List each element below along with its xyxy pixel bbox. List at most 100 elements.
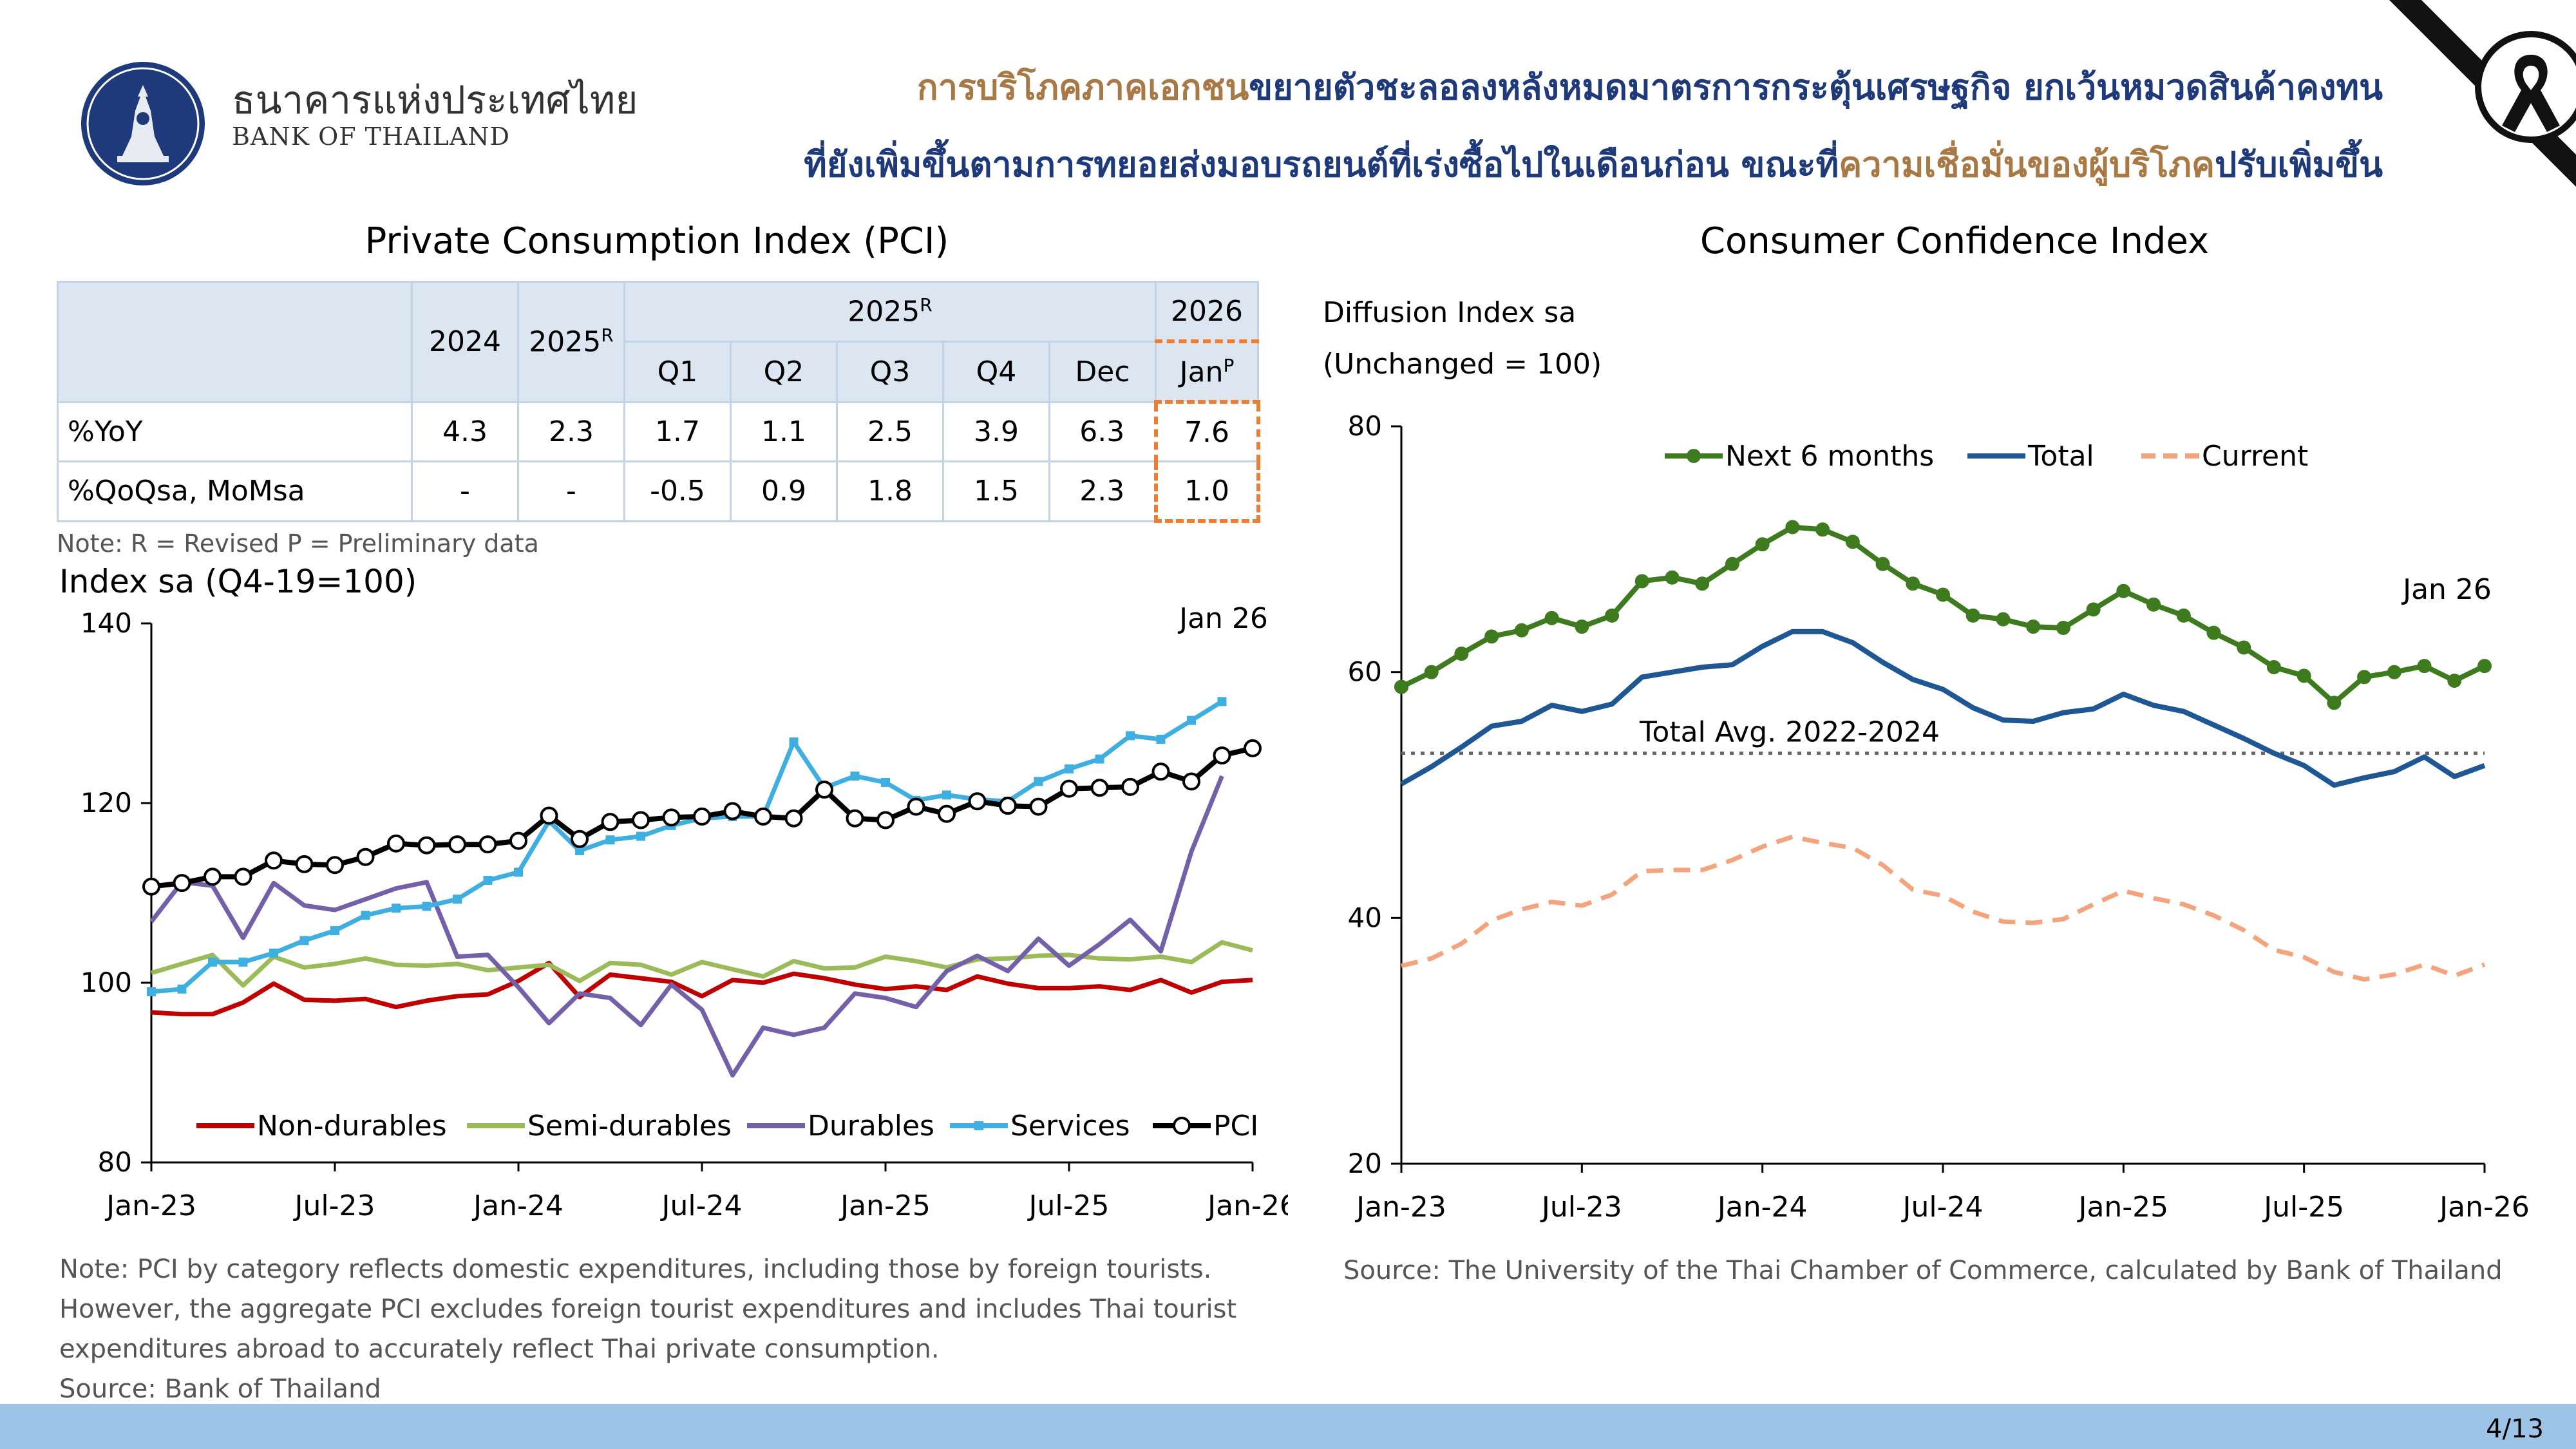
legend-label: PCI bbox=[1213, 1110, 1258, 1142]
x-tick-label: Jul-24 bbox=[660, 1189, 743, 1222]
note-line: However, the aggregate PCI excludes fore… bbox=[59, 1294, 1237, 1324]
table-note: Note: R = Revised P = Preliminary data bbox=[57, 529, 539, 558]
data-point bbox=[2056, 620, 2070, 635]
table-head-2024: 2024 bbox=[411, 281, 519, 403]
data-point bbox=[2176, 608, 2191, 623]
data-point bbox=[1151, 762, 1170, 781]
data-point bbox=[2026, 620, 2041, 634]
x-tick-label: Jan-26 bbox=[1206, 1189, 1288, 1222]
data-point bbox=[1394, 679, 1408, 694]
data-point bbox=[1034, 777, 1043, 786]
data-point bbox=[299, 936, 309, 945]
table-cell: 1.7 bbox=[623, 401, 732, 462]
data-point bbox=[784, 809, 803, 828]
table-header-row-1: 2024 2025R 2025R 2026 bbox=[57, 281, 1259, 403]
data-point bbox=[789, 737, 799, 747]
table-cell: 1.5 bbox=[942, 460, 1050, 522]
y-axis-subtitle: (Unchanged = 100) bbox=[1323, 348, 1602, 381]
table-cell-highlight: 1.0 bbox=[1153, 460, 1260, 523]
y-tick-label: 100 bbox=[80, 967, 132, 998]
legend-label: Durables bbox=[808, 1110, 934, 1142]
data-point bbox=[208, 957, 217, 967]
cci-line-chart: Diffusion Index sa (Unchanged = 100) 20 40 6… bbox=[1323, 296, 2530, 1224]
table-cell: 2.3 bbox=[1048, 460, 1157, 522]
data-point bbox=[1695, 576, 1710, 591]
data-point bbox=[1484, 629, 1499, 644]
table-row-yoy: %YoY 4.3 2.3 1.7 1.1 2.5 3.9 6.3 7.6 bbox=[57, 401, 1260, 462]
data-point bbox=[448, 835, 466, 854]
x-tick-label: Jul-23 bbox=[293, 1189, 375, 1222]
data-point bbox=[2327, 696, 2342, 710]
table-head-2025: 2025R bbox=[517, 281, 625, 403]
data-point bbox=[1514, 623, 1529, 638]
data-point bbox=[846, 809, 864, 828]
table-head-jan: JanP bbox=[1155, 340, 1259, 404]
mourning-ribbon-icon bbox=[2389, 0, 2576, 187]
chart-annotation: Jan 26 bbox=[2401, 573, 2492, 606]
x-tick-label: Jan-23 bbox=[1354, 1191, 1446, 1224]
y-tick-label: 20 bbox=[1348, 1148, 1382, 1179]
x-tick-label: Jan-25 bbox=[838, 1189, 931, 1222]
reference-line-label: Total Avg. 2022-2024 bbox=[1639, 716, 1940, 749]
table-cell: 2.5 bbox=[836, 401, 944, 462]
data-point bbox=[942, 790, 951, 800]
data-point bbox=[483, 875, 493, 885]
data-point bbox=[234, 867, 252, 886]
table-cell: 3.9 bbox=[942, 401, 1050, 462]
chart-annotation: Jan 26 bbox=[1177, 602, 1268, 635]
data-point bbox=[1936, 587, 1950, 602]
table-row-qoq: %QoQsa, MoMsa - - -0.5 0.9 1.8 1.5 2.3 1… bbox=[57, 460, 1260, 523]
headline-line-2: ที่ยังเพิ่มขึ้นตามการทยอยส่งมอบรถยนต์ที่… bbox=[804, 137, 2383, 192]
x-tick-label: Jul-24 bbox=[1901, 1191, 1984, 1224]
data-point bbox=[1187, 715, 1196, 725]
data-point bbox=[2477, 659, 2492, 674]
x-tick-label: Jan-26 bbox=[2438, 1191, 2530, 1224]
legend-label: Services bbox=[1010, 1110, 1130, 1142]
table-cell: 1.8 bbox=[836, 460, 944, 522]
note-line: expenditures abroad to accurately reflec… bbox=[59, 1334, 940, 1364]
data-point bbox=[1544, 611, 1559, 625]
x-tick-label: Jan-23 bbox=[104, 1189, 196, 1222]
data-point bbox=[1965, 608, 1980, 623]
data-point bbox=[326, 856, 344, 875]
table-cell: 1.1 bbox=[730, 401, 838, 462]
data-point bbox=[1121, 777, 1139, 796]
data-point bbox=[1244, 739, 1262, 757]
data-point bbox=[1090, 779, 1109, 797]
data-point bbox=[269, 948, 278, 958]
data-point bbox=[1213, 746, 1231, 765]
x-tick-label: Jul-23 bbox=[1540, 1191, 1622, 1224]
data-point bbox=[238, 957, 248, 967]
data-point bbox=[2266, 660, 2281, 675]
data-point bbox=[422, 902, 431, 911]
bank-name-english: BANK OF THAILAND bbox=[232, 122, 511, 151]
y-tick-label: 80 bbox=[1348, 410, 1382, 442]
data-point bbox=[356, 848, 375, 866]
legend-label: Semi-durables bbox=[527, 1110, 732, 1142]
data-point bbox=[1424, 665, 1439, 679]
data-point bbox=[636, 831, 645, 841]
data-point bbox=[2116, 583, 2131, 598]
x-tick-label: Jan-24 bbox=[1716, 1191, 1808, 1224]
legend-label: Current bbox=[2202, 440, 2308, 473]
cci-source: Source: The University of the Thai Chamb… bbox=[1343, 1256, 2503, 1285]
data-point bbox=[662, 808, 681, 827]
series-line-services bbox=[151, 699, 1224, 994]
data-point bbox=[2447, 674, 2462, 688]
table-cell: - bbox=[517, 460, 625, 522]
y-tick-label: 40 bbox=[1348, 902, 1382, 933]
footer-bar bbox=[0, 1404, 2576, 1449]
table-head-2026: 2026 bbox=[1155, 281, 1259, 343]
data-point bbox=[571, 829, 589, 848]
x-tick-label: Jul-25 bbox=[2262, 1191, 2344, 1224]
row-label: %QoQsa, MoMsa bbox=[57, 460, 413, 522]
data-point bbox=[147, 987, 156, 996]
data-point bbox=[509, 831, 527, 850]
data-point bbox=[387, 834, 405, 853]
y-tick-label: 80 bbox=[98, 1146, 132, 1178]
data-point bbox=[2146, 597, 2161, 612]
series-line-total bbox=[1400, 629, 2486, 788]
y-axis-title: Index sa (Q4-19=100) bbox=[59, 563, 417, 600]
legend-label: Next 6 months bbox=[1725, 440, 1934, 473]
data-point bbox=[693, 807, 711, 826]
